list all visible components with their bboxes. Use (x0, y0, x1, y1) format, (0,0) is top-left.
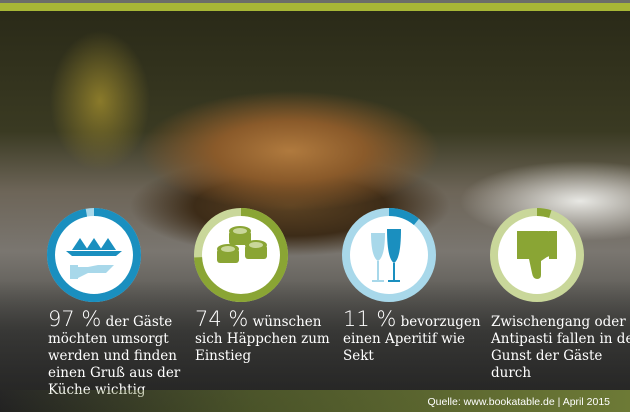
footer-bar (0, 390, 630, 412)
ring-progress (490, 208, 584, 302)
stat-value: 74 % (195, 307, 249, 331)
thumbs-down-icon (490, 208, 584, 302)
ring-progress (47, 208, 141, 302)
stat-value: 11 % (343, 307, 397, 331)
ring-progress (194, 208, 288, 302)
stat-text: Zwischengang oder Antipasti fallen in de… (491, 314, 630, 381)
stat-value: 97 % (48, 307, 102, 331)
ring-progress (342, 208, 436, 302)
stat-text: wünschen sich Häppchen zum Einstieg (195, 314, 330, 364)
serving-hand-icon (47, 208, 141, 302)
glasses-icon (342, 208, 436, 302)
sushi-rolls-icon (194, 208, 288, 302)
top-accent-bar (0, 3, 630, 11)
top-border (0, 0, 630, 3)
stat-text: bevorzugen einen Aperitif wie Sekt (343, 314, 481, 364)
source-credit: Quelle: www.bookatable.de | April 2015 (427, 396, 610, 408)
